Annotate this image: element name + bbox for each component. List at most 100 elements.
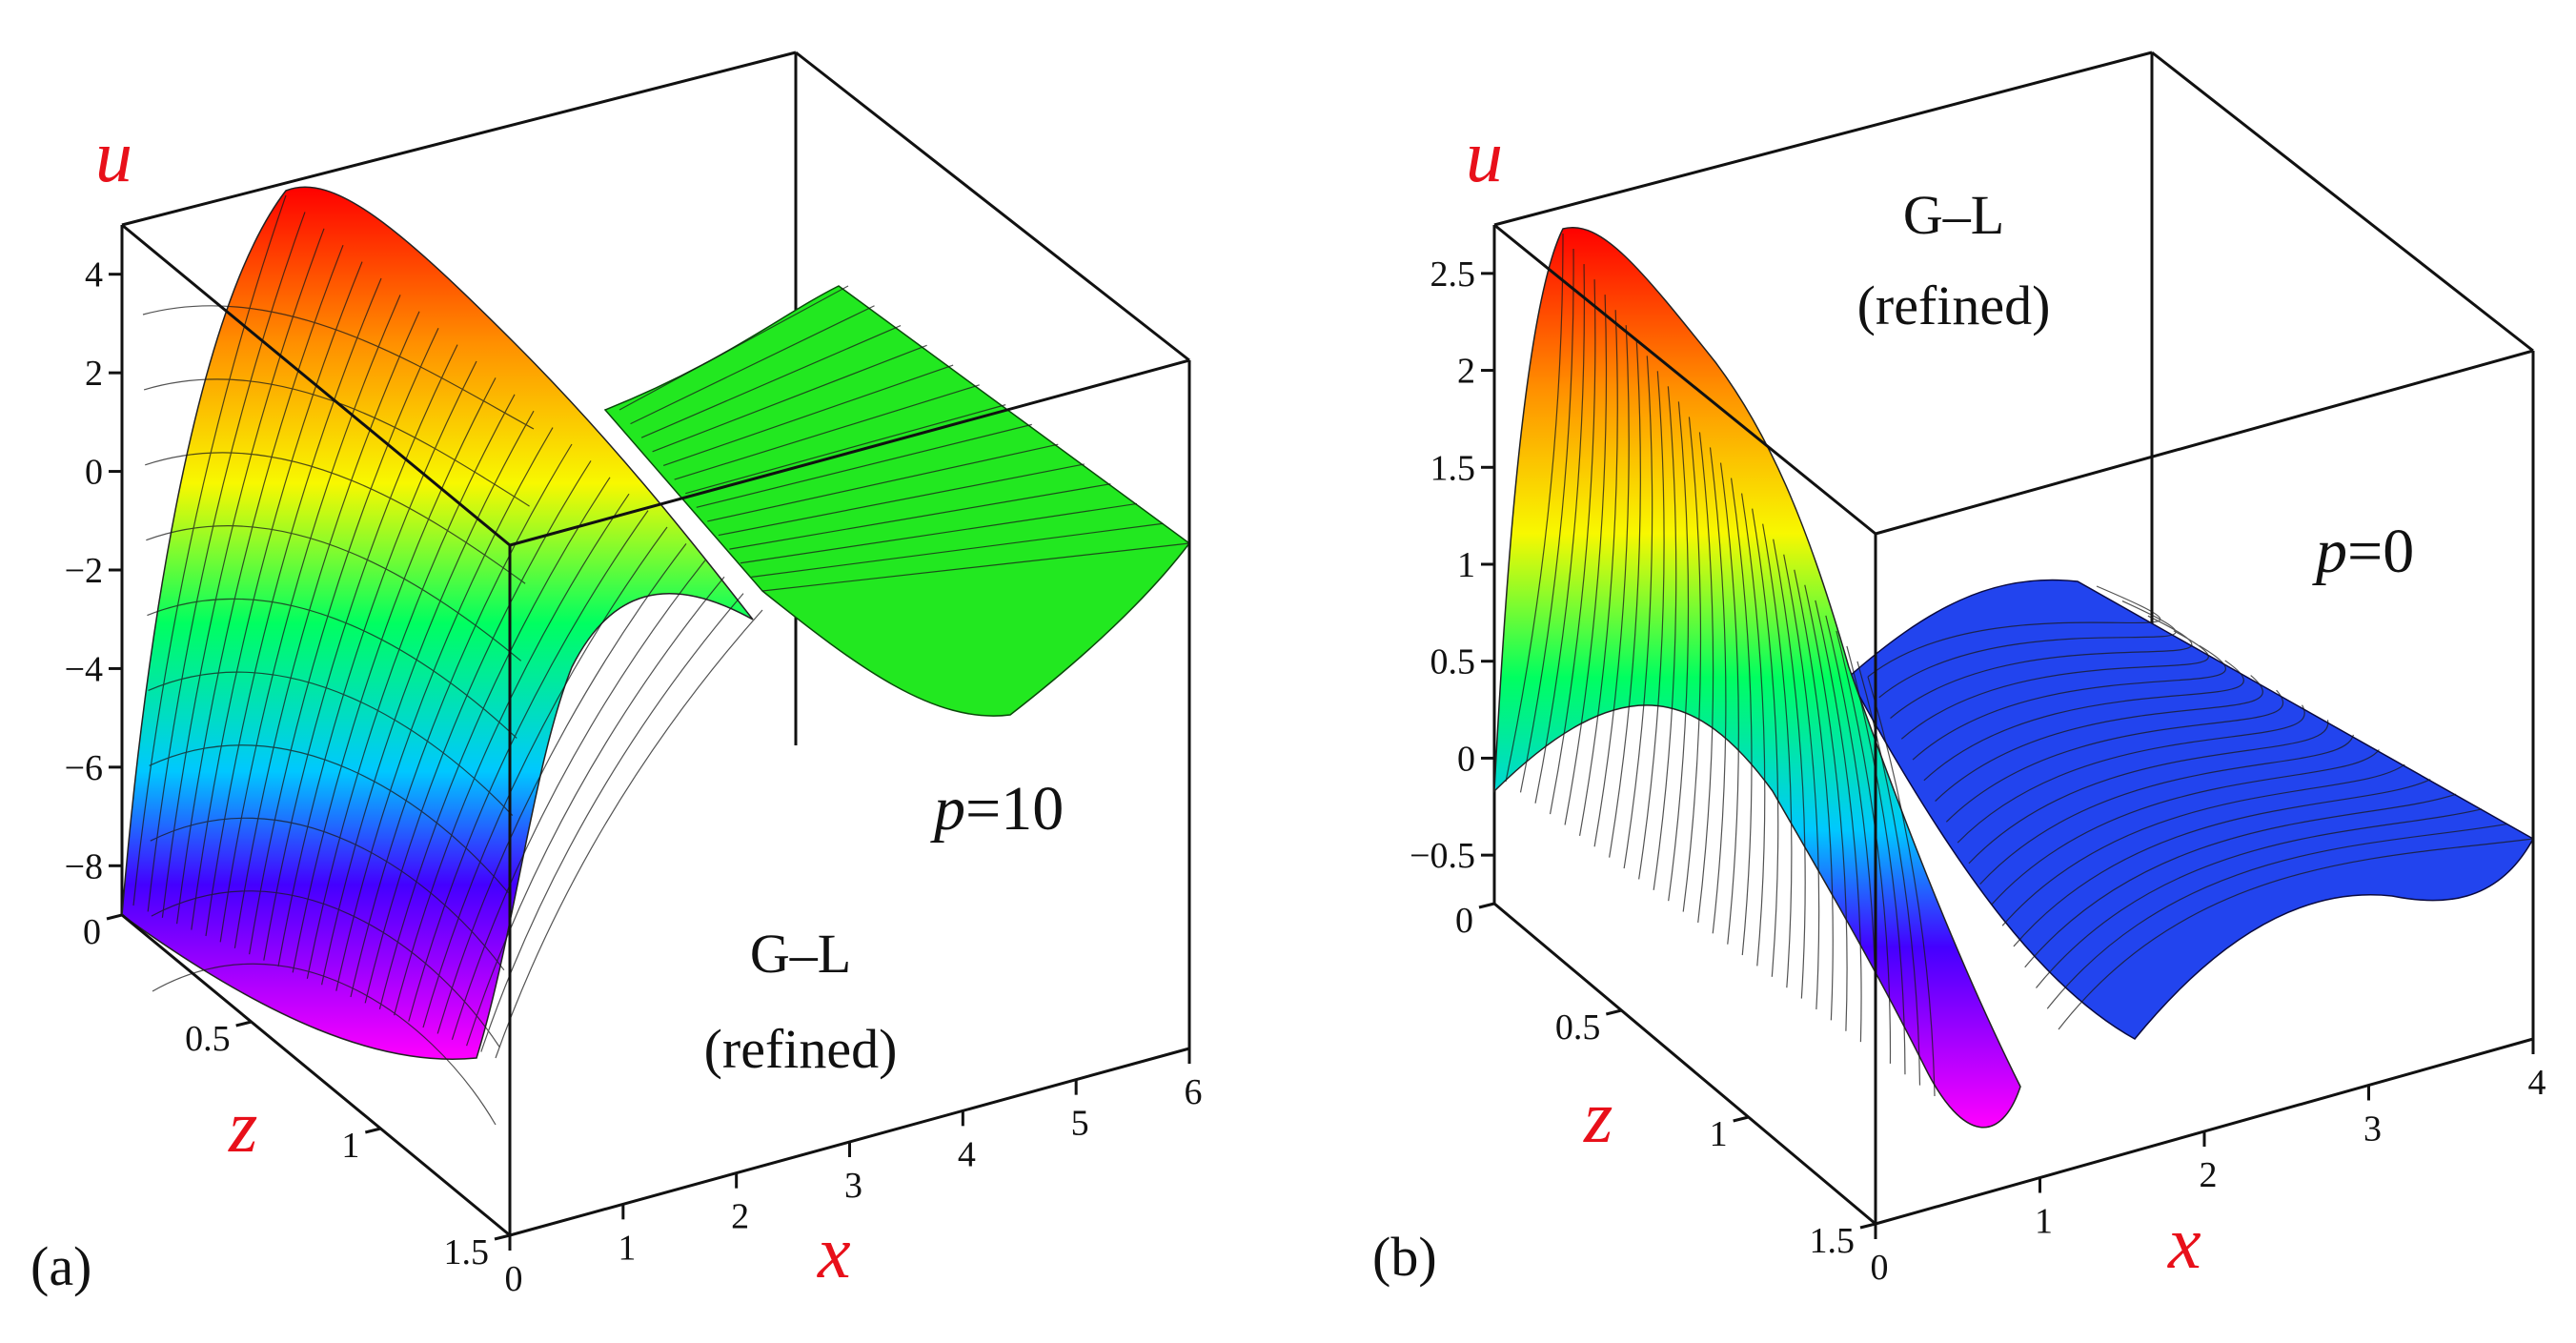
x-tick-label: 2 — [731, 1197, 749, 1237]
y-tick-mark — [1478, 902, 1495, 909]
x-tick-label: 0 — [1871, 1248, 1889, 1288]
x-tick-label: 4 — [958, 1134, 976, 1174]
surface-a — [121, 186, 1191, 1126]
annotation-method-a: G–L — [750, 923, 851, 985]
mesh-line — [145, 452, 526, 584]
z-tick-label: 4 — [85, 255, 103, 295]
y-tick-label: 0 — [1455, 901, 1473, 941]
mesh-line — [1609, 340, 1641, 858]
y-tick-label: 1 — [1710, 1114, 1728, 1154]
ticks-a: 4 2 0 −2 −4 −6 −8 0 1 2 3 4 5 6 0 0.5 1 1.5 — [65, 255, 1203, 1299]
mesh-line — [640, 324, 902, 438]
z-tick-label: −0.5 — [1410, 836, 1475, 876]
z-tick-label: −4 — [65, 649, 103, 689]
x-tick-label: 6 — [1185, 1072, 1203, 1112]
z-tick-label: 2 — [85, 354, 103, 394]
surface-b-grid — [1505, 233, 2534, 1097]
z-tick-label: 0.5 — [1430, 642, 1476, 682]
mesh-line — [249, 327, 439, 955]
param-value-b: =0 — [2347, 517, 2414, 586]
annotation-refined-b: (refined) — [1857, 275, 2051, 336]
mesh-line — [1856, 661, 1921, 1086]
z-tick-label: 1.5 — [1430, 448, 1476, 488]
mesh-line — [662, 364, 954, 467]
z-tick-label: −2 — [65, 551, 103, 591]
mesh-line — [422, 526, 668, 1028]
mesh-line — [1762, 523, 1793, 988]
mesh-line — [394, 493, 630, 1016]
mesh-line — [1719, 462, 1739, 945]
mesh-line — [2058, 838, 2534, 1030]
param-label-b: p=0 — [2312, 517, 2414, 586]
y-tick-mark — [235, 1020, 253, 1028]
z-tick-label: 2 — [1457, 352, 1475, 392]
z-tick-label: −8 — [65, 846, 103, 886]
mesh-line — [1867, 676, 1936, 1097]
y-tick-mark — [1605, 1008, 1622, 1016]
mesh-line — [2013, 779, 2431, 947]
mesh-line — [751, 522, 1164, 578]
mesh-line — [674, 384, 980, 480]
xaxis-label-x-a: x — [817, 1211, 851, 1293]
x-tick-label: 4 — [2528, 1063, 2546, 1103]
annotation-method-b: G–L — [1903, 184, 2004, 246]
mesh-line — [1564, 295, 1608, 825]
mesh-line — [1578, 310, 1618, 837]
mesh-line — [1709, 447, 1727, 934]
mesh-line — [150, 817, 505, 971]
zaxis-label-u-a: u — [95, 114, 132, 197]
mesh-line — [1593, 325, 1630, 847]
box-front-b — [1493, 223, 2535, 1226]
panel-a: 4 2 0 −2 −4 −6 −8 0 1 2 3 4 5 6 0 0.5 1 1.5 u z x G–L (re… — [30, 51, 1203, 1299]
mesh-line — [277, 360, 477, 967]
x-tick-label: 1 — [2035, 1202, 2053, 1242]
mesh-line — [306, 394, 516, 979]
mesh-line — [1945, 689, 2284, 823]
mesh-line — [1752, 508, 1779, 977]
mesh-line — [152, 963, 497, 1126]
xaxis-label-x-b: x — [2167, 1201, 2201, 1284]
zaxis-label-u-b: u — [1466, 114, 1503, 197]
mesh-line — [143, 378, 530, 507]
mesh-line — [1912, 644, 2226, 761]
y-tick-mark — [364, 1127, 381, 1134]
mesh-line — [466, 576, 725, 1047]
x-tick-label: 3 — [2363, 1109, 2382, 1150]
y-tick-mark — [1859, 1222, 1876, 1230]
mesh-line — [219, 295, 401, 943]
mesh-line — [2036, 808, 2483, 988]
mesh-line — [619, 285, 849, 411]
mesh-line — [1804, 584, 1848, 1031]
y-tick-label: 0 — [83, 912, 101, 952]
x-tick-label: 3 — [844, 1166, 862, 1206]
x-tick-label: 5 — [1071, 1104, 1089, 1144]
mesh-line — [1836, 630, 1892, 1064]
mesh-line — [161, 228, 325, 918]
annotation-refined-a: (refined) — [704, 1018, 898, 1080]
mesh-line — [147, 599, 517, 739]
mesh-line — [148, 671, 514, 816]
panel-label-a: (a) — [30, 1235, 91, 1297]
mesh-line — [707, 443, 1059, 522]
mesh-line — [321, 410, 535, 986]
surface-a-grid — [132, 194, 1190, 1126]
mesh-line — [729, 483, 1111, 550]
y-tick-mark — [1733, 1115, 1750, 1123]
mesh-line — [495, 609, 763, 1059]
mesh-line — [685, 404, 1006, 495]
yaxis-label-z-a: z — [228, 1085, 257, 1168]
mesh-line — [2001, 763, 2405, 926]
mesh-line — [1900, 630, 2209, 740]
x-tick-label: 2 — [2200, 1155, 2218, 1195]
mesh-line — [1979, 734, 2354, 885]
mesh-line — [1773, 539, 1806, 999]
z-tick-label: 0 — [85, 453, 103, 493]
y-tick-label: 1 — [341, 1126, 359, 1166]
z-tick-label: 0 — [1457, 739, 1475, 779]
param-value-a: =10 — [965, 774, 1064, 844]
mesh-line — [1623, 356, 1653, 869]
mesh-line — [151, 890, 500, 1048]
mesh-line — [147, 212, 306, 912]
mesh-line — [1846, 645, 1906, 1075]
